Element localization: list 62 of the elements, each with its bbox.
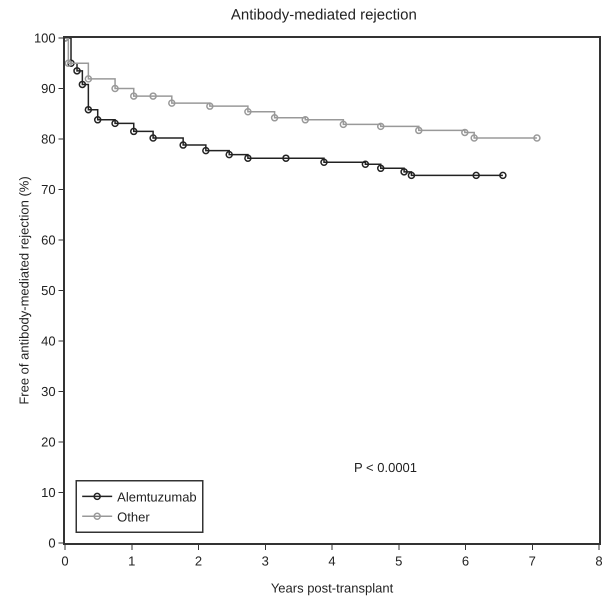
point — [149, 92, 157, 100]
chart-title: Antibody-mediated rejection — [230, 6, 417, 24]
point — [67, 60, 75, 67]
y-axis-title: Free of antibody-mediated rejection (%) — [16, 176, 32, 405]
point — [94, 116, 102, 124]
point — [202, 146, 210, 154]
point — [225, 150, 233, 158]
annotation: P < 0.0001 — [354, 460, 418, 475]
point — [408, 172, 416, 180]
point — [320, 158, 328, 166]
y-tick-label: 80 — [41, 132, 56, 147]
y-tick-label: 60 — [41, 232, 56, 248]
point — [65, 60, 72, 67]
x-tick-label: 5 — [395, 553, 402, 568]
point — [111, 120, 119, 128]
point — [415, 126, 423, 134]
point — [533, 134, 541, 142]
x-tick-label: 0 — [61, 553, 69, 568]
point — [461, 128, 469, 136]
y-tick-label: 40 — [41, 334, 56, 349]
x-tick-label: 7 — [528, 553, 536, 568]
point — [282, 154, 290, 162]
point — [179, 141, 187, 149]
point — [472, 172, 480, 180]
point — [340, 120, 348, 128]
y-tick-label: 70 — [41, 182, 56, 198]
point — [302, 116, 310, 124]
x-axis-title: Years post-transplant — [270, 580, 394, 596]
y-tick-label: 0 — [48, 536, 56, 551]
point — [130, 128, 138, 136]
x-tick-label: 4 — [328, 553, 336, 568]
y-tick-label: 50 — [41, 283, 56, 298]
point — [400, 168, 408, 176]
point — [376, 122, 384, 130]
legend-label: Alemtuzumab — [117, 489, 197, 504]
point — [244, 108, 252, 116]
point — [149, 134, 157, 142]
x-tick-label: 6 — [462, 553, 470, 568]
point — [73, 67, 81, 75]
point — [470, 134, 478, 142]
point — [84, 75, 92, 83]
point — [130, 92, 138, 100]
y-tick-label: 20 — [41, 434, 56, 450]
x-tick-label: 3 — [262, 553, 269, 568]
point — [362, 160, 370, 168]
y-tick-label: 10 — [41, 485, 56, 500]
point — [499, 172, 507, 180]
point — [270, 114, 278, 122]
point — [168, 99, 176, 107]
point — [206, 102, 214, 110]
y-tick-label: 30 — [41, 384, 56, 400]
point — [244, 154, 252, 162]
y-tick-label: 100 — [34, 30, 56, 46]
legend-label: Other — [117, 509, 150, 524]
point — [111, 84, 119, 92]
x-tick-label: 8 — [595, 553, 603, 568]
point — [84, 106, 92, 114]
point — [78, 80, 86, 88]
x-tick-label: 1 — [128, 553, 136, 568]
x-tick-label: 2 — [194, 553, 202, 568]
y-tick-label: 90 — [41, 81, 56, 96]
point — [376, 164, 384, 172]
